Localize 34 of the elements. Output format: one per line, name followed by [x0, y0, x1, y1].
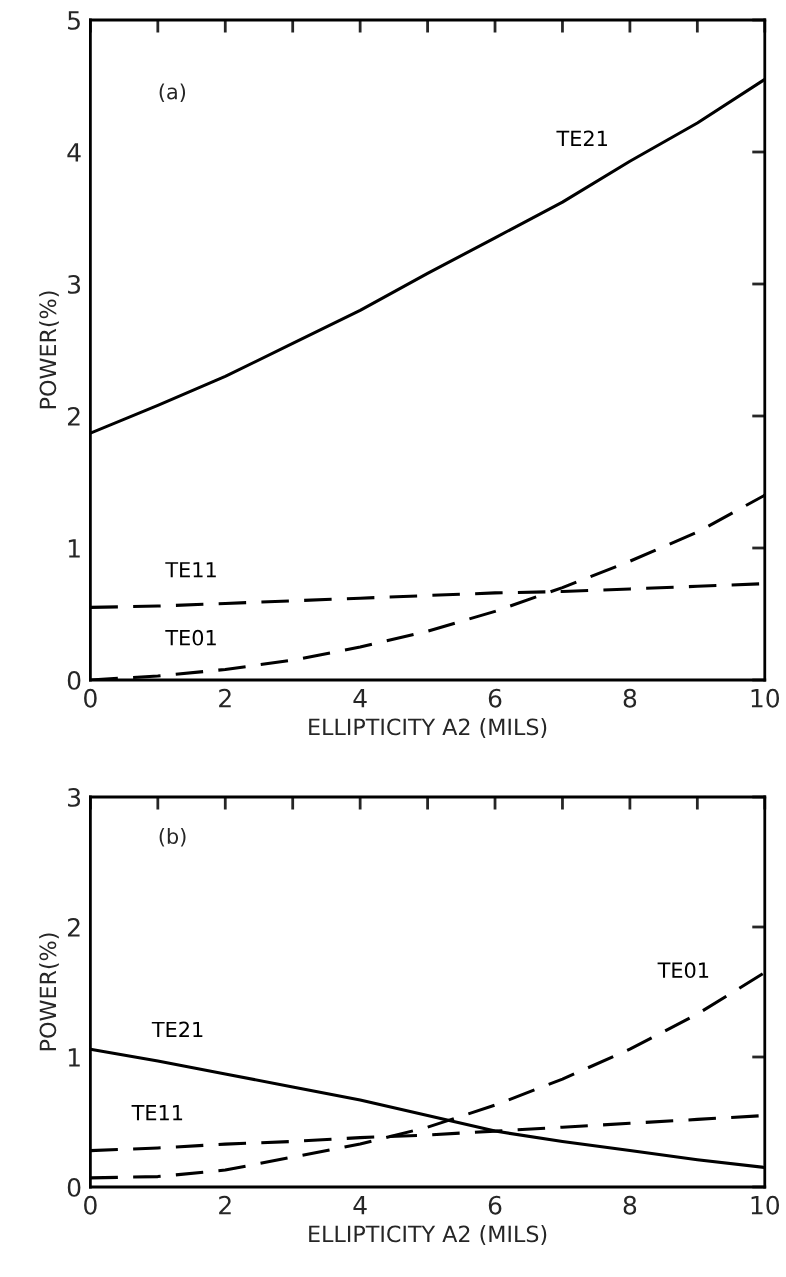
- y-tick-label: 1: [68, 539, 80, 558]
- x-tick-label: 6: [488, 1195, 502, 1215]
- series-label: TE11: [131, 1105, 183, 1121]
- x-tick-label: 0: [84, 688, 97, 708]
- y-axis-title: POWER(%): [39, 291, 59, 409]
- x-tick-label: 2: [219, 1195, 231, 1215]
- y-tick-label: 0: [67, 1177, 81, 1197]
- x-tick-label: 6: [488, 688, 502, 708]
- series-label: TE21: [556, 130, 607, 146]
- series-label: TE21: [151, 1021, 203, 1038]
- series-label: TE01: [165, 629, 216, 646]
- y-tick-label: 1: [68, 1048, 80, 1067]
- x-axis-title: ELLIPTICITY A2 (MILS): [309, 1225, 547, 1245]
- x-tick-label: 8: [623, 1195, 637, 1215]
- y-tick-label: 2: [67, 406, 80, 426]
- x-tick-label: 2: [219, 688, 231, 708]
- y-tick-label: 3: [68, 274, 81, 294]
- annotation: (a): [159, 83, 186, 102]
- annotation: (b): [159, 827, 186, 847]
- y-tick-label: 5: [68, 11, 80, 30]
- x-tick-label: 0: [84, 1195, 97, 1215]
- series-label: TE11: [165, 562, 216, 578]
- x-tick-label: 4: [353, 1196, 367, 1215]
- y-tick-label: 3: [68, 787, 81, 807]
- series-label: TE01: [657, 962, 709, 979]
- y-tick-label: 0: [67, 670, 81, 690]
- x-tick-label: 10: [751, 688, 780, 708]
- y-tick-label: 2: [67, 917, 80, 937]
- x-tick-label: 4: [353, 689, 367, 708]
- x-tick-label: 10: [751, 1195, 780, 1215]
- y-axis-title: POWER(%): [39, 933, 59, 1051]
- y-tick-label: 4: [67, 143, 81, 162]
- x-tick-label: 8: [623, 688, 637, 708]
- x-axis-title: ELLIPTICITY A2 (MILS): [309, 718, 547, 738]
